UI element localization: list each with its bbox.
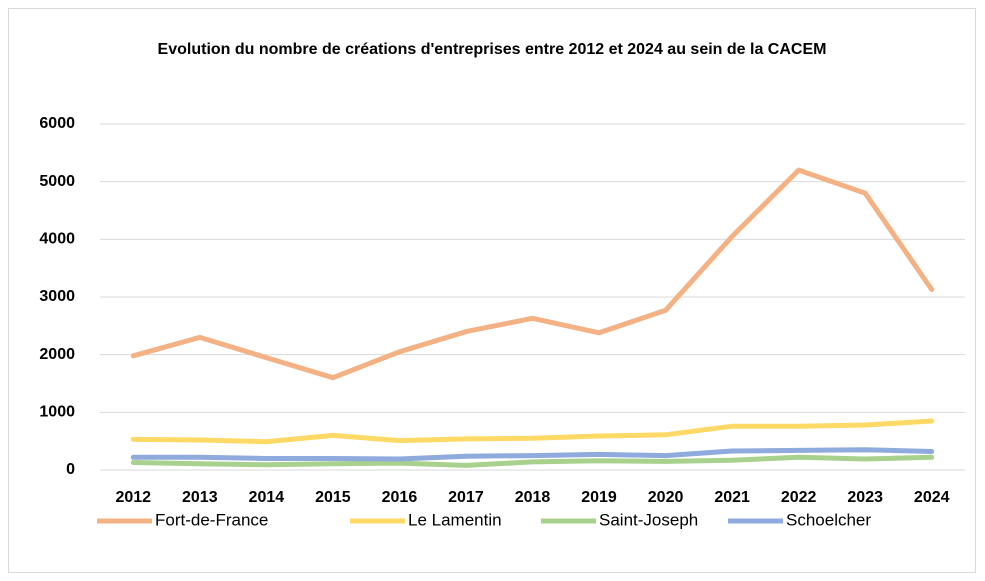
x-tick-label: 2013 [182,489,218,506]
y-tick-label: 1000 [39,404,75,421]
x-tick-label: 2021 [714,489,750,506]
x-tick-label: 2020 [648,489,684,506]
x-tick-label: 2017 [448,489,484,506]
series-line [130,447,935,462]
y-tick-label: 0 [66,461,75,478]
legend-label: Saint-Joseph [599,510,698,529]
legend-label: Le Lamentin [408,510,502,529]
x-tick-label: 2024 [914,489,950,506]
chart-border [8,8,976,573]
y-tick-label: 6000 [39,115,75,132]
x-tick-label: 2016 [382,489,418,506]
x-tick-label: 2022 [781,489,817,506]
legend-label: Fort-de-France [155,510,268,529]
y-tick-label: 5000 [39,173,75,190]
x-tick-label: 2014 [249,489,285,506]
chart-title: Evolution du nombre de créations d'entre… [157,41,827,58]
x-tick-label: 2015 [315,489,351,506]
y-tick-label: 2000 [39,346,75,363]
y-tick-label: 3000 [39,288,75,305]
series-line [130,418,935,445]
x-tick-label: 2018 [515,489,551,506]
x-tick-label: 2012 [115,489,151,506]
series-line [130,167,935,381]
series-line [130,454,935,468]
y-tick-label: 4000 [39,231,75,248]
x-tick-label: 2023 [847,489,883,506]
x-tick-label: 2019 [581,489,617,506]
legend-label: Schoelcher [786,510,871,529]
